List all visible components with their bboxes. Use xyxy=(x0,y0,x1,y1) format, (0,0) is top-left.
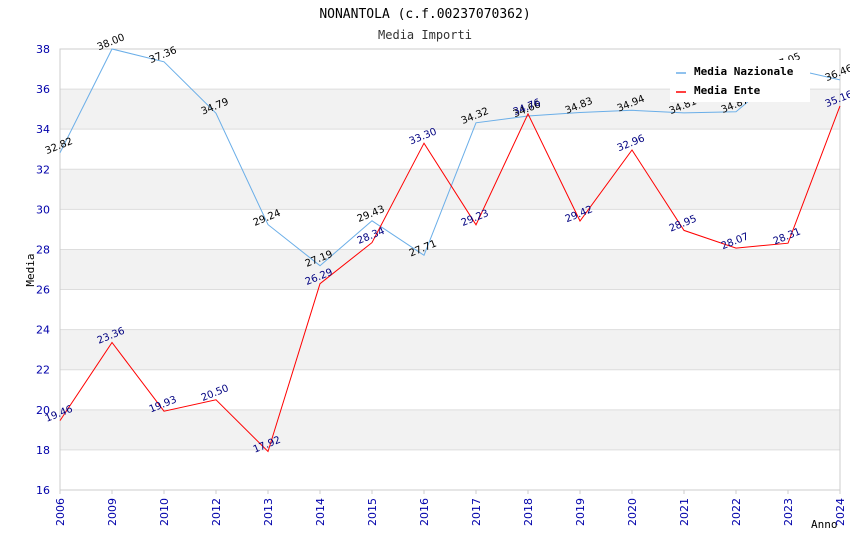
legend-box xyxy=(670,60,810,102)
x-axis-ticks: 2006 2009 2010 2012 2013 2014 2015 2016 2017 2018… xyxy=(54,490,847,526)
data-label-media-ente: 28.31 xyxy=(772,226,803,247)
y-tick-label: 32 xyxy=(36,163,50,176)
y-tick-label: 38 xyxy=(36,43,50,56)
y-tick-label: 18 xyxy=(36,444,50,457)
y-tick-label: 24 xyxy=(36,324,50,337)
x-tick-label: 2023 xyxy=(782,498,795,526)
x-tick-label: 2021 xyxy=(678,498,691,526)
y-axis-label: Media xyxy=(24,253,37,286)
data-label-media-nazionale: 29.24 xyxy=(252,208,283,229)
x-tick-label: 2014 xyxy=(314,498,327,526)
x-axis-label: Anno xyxy=(811,518,838,531)
chart-subtitle: Media Importi xyxy=(378,28,472,42)
y-tick-label: 28 xyxy=(36,243,50,256)
grid-bands xyxy=(60,89,840,450)
x-tick-label: 2018 xyxy=(522,498,535,526)
data-label-media-nazionale: 37.36 xyxy=(148,45,179,66)
x-tick-label: 2010 xyxy=(158,498,171,526)
chart-title: NONANTOLA (c.f.00237070362) xyxy=(319,7,530,22)
data-label-media-ente: 29.23 xyxy=(460,208,491,229)
data-label-media-nazionale: 32.82 xyxy=(44,136,75,157)
x-tick-label: 2009 xyxy=(106,498,119,526)
y-tick-label: 26 xyxy=(36,284,50,297)
data-label-media-ente: 20.50 xyxy=(200,383,231,404)
series-line-media-nazionale xyxy=(59,48,841,267)
legend-label-media-nazionale: Media Nazionale xyxy=(694,65,794,78)
y-tick-label: 36 xyxy=(36,83,50,96)
x-tick-label: 2013 xyxy=(262,498,275,526)
y-tick-label: 22 xyxy=(36,364,50,377)
x-tick-label: 2016 xyxy=(418,498,431,526)
y-tick-label: 30 xyxy=(36,203,50,216)
x-tick-label: 2022 xyxy=(730,498,743,526)
legend: Media Nazionale Media Ente xyxy=(670,60,810,102)
y-tick-label: 16 xyxy=(36,484,50,497)
y-tick-label: 34 xyxy=(36,123,50,136)
grid-band xyxy=(60,249,840,290)
y-axis-ticks: 16 18 20 22 24 26 28 30 32 34 36 38 xyxy=(36,43,50,497)
x-tick-label: 2015 xyxy=(366,498,379,526)
legend-label-media-ente: Media Ente xyxy=(694,84,761,97)
x-tick-label: 2019 xyxy=(574,498,587,526)
series-line-media-ente xyxy=(59,105,841,453)
grid-band xyxy=(60,329,840,370)
grid-band xyxy=(60,409,840,450)
series-lines xyxy=(59,48,841,453)
x-tick-label: 2017 xyxy=(470,498,483,526)
x-tick-label: 2006 xyxy=(54,498,67,526)
plot-area-border xyxy=(59,48,841,491)
data-label-media-nazionale: 36.46 xyxy=(824,63,850,84)
y-tick-label: 20 xyxy=(36,404,50,417)
data-label-media-ente: 28.95 xyxy=(668,214,699,235)
x-tick-label: 2024 xyxy=(834,498,847,526)
x-tick-label: 2020 xyxy=(626,498,639,526)
x-tick-label: 2012 xyxy=(210,498,223,526)
